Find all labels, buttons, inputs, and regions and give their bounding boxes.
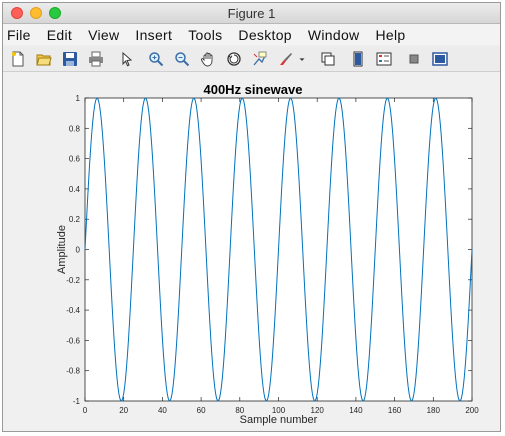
zoom-in-button[interactable] — [147, 50, 165, 68]
pan-button[interactable] — [199, 50, 217, 68]
insert-colorbar-button[interactable] — [349, 50, 367, 68]
y-tick-label: -0.4 — [66, 306, 80, 315]
brush-dropdown-button[interactable] — [297, 50, 307, 68]
show-plot-tools-icon — [432, 51, 448, 66]
insert-legend-button[interactable] — [375, 50, 393, 68]
y-tick-label: 0 — [76, 246, 81, 255]
y-tick-label: 0.8 — [69, 124, 81, 133]
menu-desktop[interactable]: Desktop — [238, 26, 292, 43]
open-file-button[interactable] — [35, 50, 53, 68]
zoom-out-button[interactable] — [173, 50, 191, 68]
pan-icon — [201, 52, 213, 66]
plot-area[interactable]: 400Hz sinewave -1 -0.8 -0.6 -0.4 -0.2 0 0.2 0.4… — [7, 75, 498, 431]
x-tick-label: 0 — [83, 406, 88, 415]
window-title: Figure 1 — [227, 6, 276, 21]
x-tick-label: 60 — [197, 406, 206, 415]
close-window-button[interactable] — [11, 7, 23, 19]
figure-canvas: 400Hz sinewave -1 -0.8 -0.6 -0.4 -0.2 0 0.2 0.4… — [7, 75, 498, 431]
link-plot-button[interactable] — [319, 50, 337, 68]
x-tick-label: 120 — [311, 406, 325, 415]
data-cursor-button[interactable] — [251, 50, 269, 68]
menu-view[interactable]: View — [88, 26, 120, 43]
show-plot-tools-button[interactable] — [431, 50, 449, 68]
y-tick-label: -1 — [73, 397, 81, 406]
menu-help[interactable]: Help — [375, 26, 406, 43]
x-tick-label: 40 — [158, 406, 167, 415]
rotate-3d-icon — [227, 51, 241, 66]
print-icon — [89, 51, 103, 66]
maximize-window-button[interactable] — [49, 7, 61, 19]
menu-file[interactable]: File — [7, 26, 31, 43]
new-figure-button[interactable] — [9, 50, 27, 68]
hide-plot-tools-icon — [409, 54, 419, 63]
print-button[interactable] — [87, 50, 105, 68]
menu-edit[interactable]: Edit — [46, 26, 73, 43]
figure-window: Figure 1 File Edit View Insert Tools Des… — [2, 2, 501, 432]
save-icon — [63, 51, 77, 66]
new-figure-icon — [12, 51, 24, 66]
chart-title: 400Hz sinewave — [203, 82, 302, 97]
y-tick-label: 1 — [76, 94, 81, 103]
zoom-out-icon — [175, 51, 190, 66]
x-axis-label: Sample number — [240, 414, 318, 426]
open-file-icon — [36, 54, 52, 65]
y-tick-label: 0.2 — [69, 215, 81, 224]
x-tick-label: 20 — [119, 406, 128, 415]
insert-legend-icon — [376, 52, 392, 65]
rotate-3d-button[interactable] — [225, 50, 243, 68]
data-cursor-icon — [253, 51, 267, 65]
insert-colorbar-icon — [353, 51, 363, 66]
pointer-button[interactable] — [117, 50, 135, 68]
y-tick-label: -0.6 — [66, 336, 80, 345]
x-tick-label: 140 — [349, 406, 363, 415]
dropdown-arrow-icon — [299, 57, 305, 61]
menu-bar: File Edit View Insert Tools Desktop Wind… — [3, 24, 500, 45]
brush-icon — [280, 52, 292, 65]
pointer-icon — [122, 51, 133, 66]
toolbar — [3, 46, 500, 72]
y-tick-label: -0.8 — [66, 367, 80, 376]
minimize-window-button[interactable] — [30, 7, 42, 19]
zoom-in-icon — [149, 51, 164, 66]
y-tick-label: 0.6 — [69, 155, 81, 164]
menu-window[interactable]: Window — [307, 26, 360, 43]
title-bar: Figure 1 — [3, 3, 500, 24]
menu-insert[interactable]: Insert — [135, 26, 173, 43]
x-tick-label: 160 — [388, 406, 402, 415]
y-tick-label: -0.2 — [66, 276, 80, 285]
link-plot-icon — [321, 52, 335, 65]
save-button[interactable] — [61, 50, 79, 68]
menu-tools[interactable]: Tools — [188, 26, 223, 43]
x-tick-label: 100 — [272, 406, 286, 415]
y-axis-label: Amplitude — [56, 225, 68, 274]
sine-series-line — [84, 97, 473, 402]
y-tick-label: 0.4 — [69, 185, 81, 194]
x-tick-label: 80 — [235, 406, 244, 415]
hide-plot-tools-button[interactable] — [405, 50, 423, 68]
x-tick-label: 200 — [465, 406, 479, 415]
brush-button[interactable] — [277, 50, 295, 68]
x-tick-label: 180 — [427, 406, 441, 415]
